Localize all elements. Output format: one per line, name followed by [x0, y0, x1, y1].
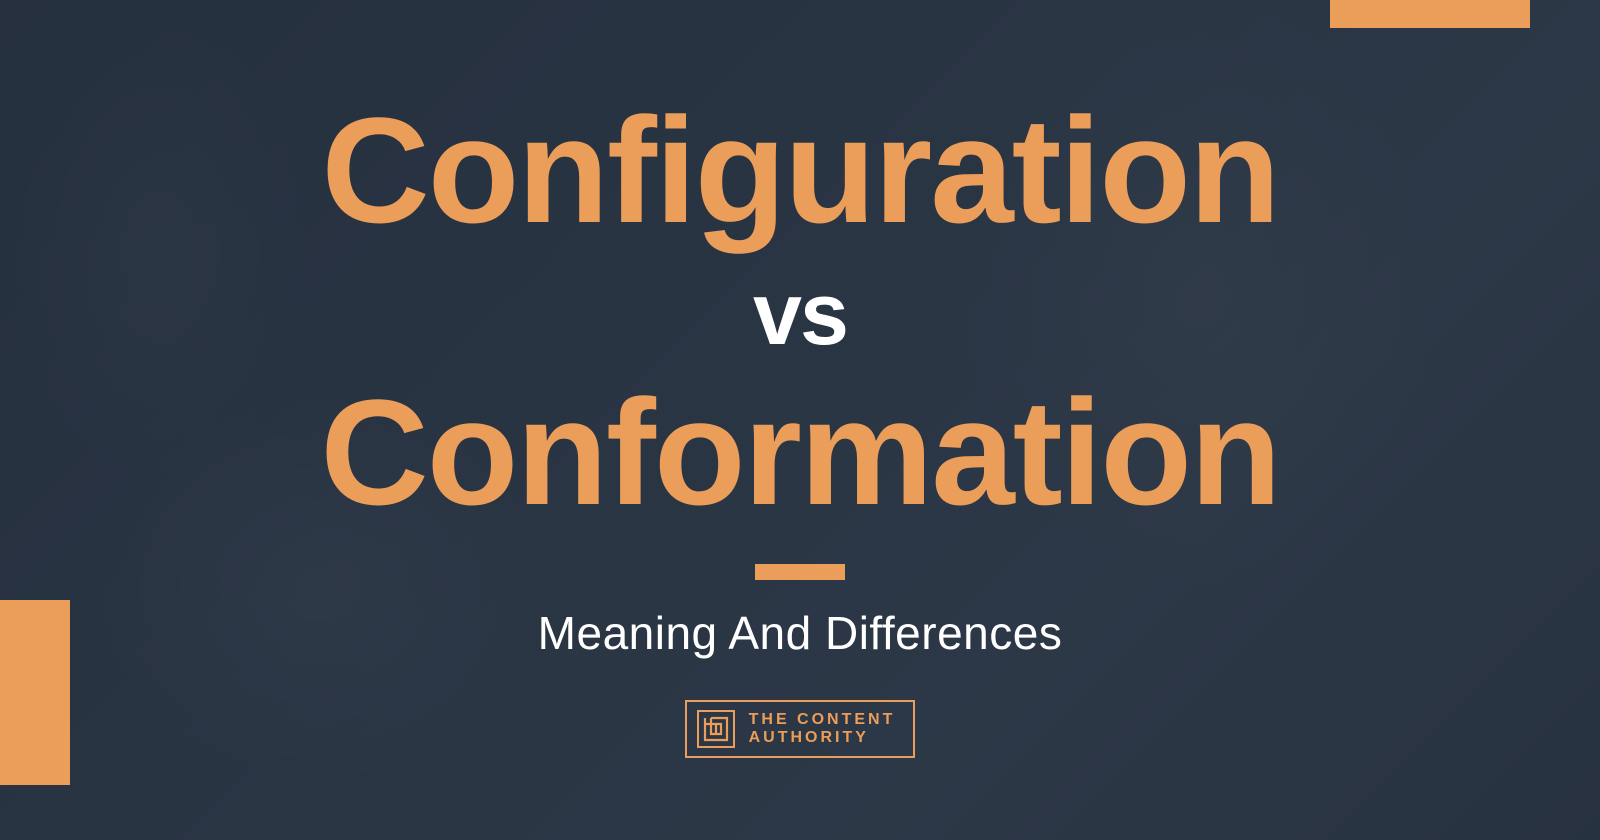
brand-logo-text: THE CONTENT AUTHORITY	[749, 711, 896, 746]
maze-icon	[703, 716, 729, 742]
subtitle: Meaning And Differences	[538, 606, 1063, 660]
hero-content: Configuration vs Conformation Meaning An…	[0, 0, 1600, 840]
title-word-1: Configuration	[321, 92, 1278, 250]
divider-bar	[755, 564, 845, 580]
brand-line-1: THE CONTENT	[749, 711, 896, 729]
brand-line-2: AUTHORITY	[749, 729, 896, 747]
title-word-2: Conformation	[320, 374, 1279, 532]
title-word-vs: vs	[753, 268, 847, 360]
brand-logo-icon	[697, 710, 735, 748]
brand-logo: THE CONTENT AUTHORITY	[685, 700, 916, 758]
